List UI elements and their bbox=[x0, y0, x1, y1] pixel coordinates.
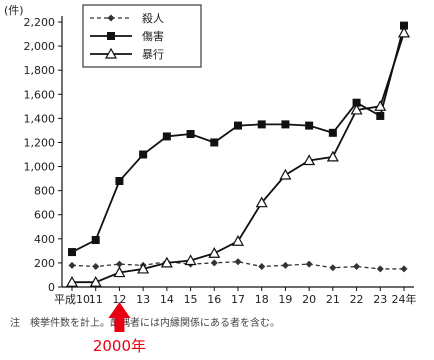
y-ticks: 0 200 400 600 800 1,000 1,200 1,400 1,600 1,800 2,… bbox=[24, 16, 62, 294]
diamond-marker bbox=[92, 263, 100, 271]
square-marker bbox=[257, 120, 266, 129]
square-marker bbox=[91, 236, 100, 245]
red-arrow-icon bbox=[108, 302, 131, 332]
square-marker bbox=[210, 138, 219, 147]
square-marker bbox=[400, 21, 408, 30]
x-tick-label: 22 bbox=[350, 293, 364, 306]
triangle-marker bbox=[326, 150, 339, 162]
triangle-marker bbox=[184, 254, 197, 266]
series-2 bbox=[65, 26, 411, 287]
triangle-marker bbox=[208, 247, 221, 258]
legend-label: 暴行 bbox=[142, 48, 164, 61]
triangle-marker bbox=[350, 103, 363, 115]
square-marker bbox=[107, 32, 115, 40]
diamond-marker bbox=[210, 259, 218, 267]
annotation-label: 2000年 bbox=[93, 337, 146, 355]
x-tick-label: 12 bbox=[112, 293, 126, 306]
diamond-marker bbox=[376, 265, 384, 273]
diamond-marker bbox=[329, 264, 337, 272]
square-marker bbox=[376, 111, 385, 120]
x-tick-label: 18 bbox=[255, 293, 269, 306]
triangle-marker bbox=[89, 275, 102, 287]
x-tick-label: 15 bbox=[184, 293, 198, 306]
square-marker bbox=[328, 128, 337, 137]
legend-label: 傷害 bbox=[142, 29, 164, 43]
x-tick-label: 17 bbox=[231, 293, 245, 306]
triangle-marker bbox=[397, 26, 411, 38]
triangle-marker bbox=[255, 196, 268, 208]
y-axis-label: (件) bbox=[4, 4, 24, 17]
annotation-2000: 2000年 bbox=[93, 302, 146, 355]
square-marker bbox=[234, 121, 242, 130]
x-tick-label: 14 bbox=[160, 293, 174, 306]
y-tick-label: 2,200 bbox=[24, 16, 56, 29]
y-tick-label: 1,200 bbox=[24, 136, 56, 149]
y-tick-label: 2,000 bbox=[24, 40, 56, 53]
x-tick-label: 平成10 bbox=[54, 293, 90, 306]
square-marker bbox=[352, 98, 361, 107]
square-marker bbox=[305, 121, 314, 130]
y-tick-label: 800 bbox=[34, 185, 55, 198]
series-1 bbox=[68, 21, 408, 257]
square-marker bbox=[115, 177, 124, 185]
diamond-marker bbox=[107, 14, 115, 22]
triangle-marker bbox=[137, 262, 150, 274]
square-marker bbox=[186, 130, 195, 139]
square-marker bbox=[139, 150, 148, 159]
triangle-marker bbox=[303, 154, 316, 166]
y-tick-label: 1,400 bbox=[24, 112, 56, 125]
diamond-marker bbox=[305, 260, 313, 268]
x-tick-label: 19 bbox=[278, 293, 292, 306]
square-marker bbox=[68, 248, 76, 257]
diamond-marker bbox=[68, 261, 76, 269]
triangle-marker bbox=[160, 256, 173, 268]
triangle-marker bbox=[279, 168, 292, 180]
x-tick-label: 23 bbox=[373, 293, 387, 306]
square-marker bbox=[162, 132, 171, 141]
triangle-marker bbox=[113, 266, 126, 278]
y-tick-label: 400 bbox=[34, 233, 55, 246]
diamond-marker bbox=[258, 263, 266, 271]
triangle-marker bbox=[65, 275, 79, 287]
footnote: 注 検挙件数を計上。配偶者には内縁関係にある者を含む。 bbox=[10, 316, 280, 329]
x-tick-label: 20 bbox=[302, 293, 316, 306]
x-tick-label: 21 bbox=[326, 293, 340, 306]
triangle-marker bbox=[104, 47, 118, 59]
legend-label: 殺人 bbox=[142, 11, 164, 25]
square-marker bbox=[281, 120, 290, 129]
triangle-marker bbox=[374, 100, 387, 111]
y-tick-label: 600 bbox=[34, 209, 55, 222]
diamond-marker bbox=[353, 263, 361, 271]
series-layer bbox=[65, 21, 411, 287]
x-tick-label: 24年 bbox=[392, 292, 417, 306]
y-tick-label: 1,000 bbox=[24, 161, 56, 174]
x-tick-label: 13 bbox=[136, 293, 150, 306]
y-tick-label: 1,800 bbox=[24, 64, 56, 77]
y-tick-label: 200 bbox=[34, 257, 55, 270]
x-tick-label: 16 bbox=[207, 293, 221, 306]
diamond-marker bbox=[400, 265, 408, 273]
y-tick-label: 1,600 bbox=[24, 88, 56, 101]
x-tick-label: 11 bbox=[89, 293, 103, 306]
diamond-marker bbox=[115, 260, 123, 268]
diamond-marker bbox=[281, 261, 289, 269]
y-tick-label: 0 bbox=[48, 281, 55, 294]
triangle-marker bbox=[231, 234, 245, 246]
diamond-marker bbox=[234, 258, 242, 266]
